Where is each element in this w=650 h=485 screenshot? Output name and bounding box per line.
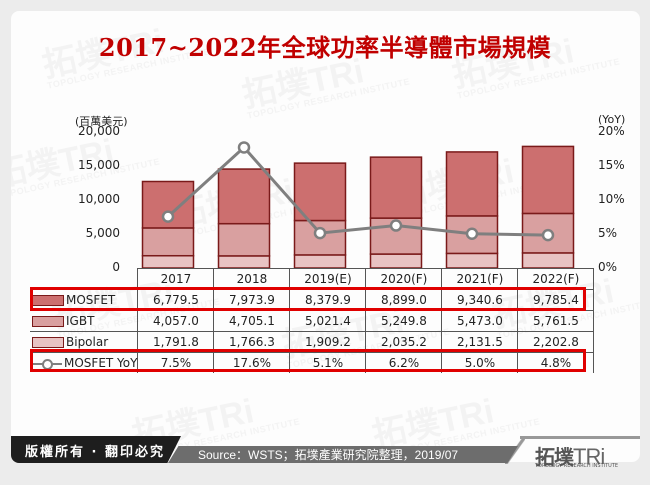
year-header: 2021(F) <box>441 268 519 290</box>
right-axis-tick: 5% <box>598 226 618 240</box>
table-cell: 5.0% <box>441 352 519 373</box>
footer-line <box>520 436 640 439</box>
yoy-line <box>166 145 549 237</box>
right-axis-unit: (YoY) <box>598 113 626 126</box>
yoy-marker <box>389 219 403 232</box>
igbt-swatch-icon <box>32 316 64 327</box>
bar-segment-mosfet <box>369 156 423 219</box>
table-cell: 2,131.5 <box>441 331 519 353</box>
bar-segment-bipolar <box>217 255 271 269</box>
table-cell: 1,766.3 <box>213 331 291 353</box>
table-cell: 6.2% <box>365 352 443 373</box>
logo-tri: TRi <box>573 444 605 469</box>
table-cell: 5,761.5 <box>517 310 595 332</box>
data-table: 2017 2018 2019(E) 2020(F) 2021(F) 2022(F… <box>30 268 595 373</box>
bar-segment-bipolar <box>141 254 195 269</box>
left-axis-tick: 0 <box>112 260 120 274</box>
left-axis-tick: 20,000 <box>78 124 120 138</box>
table-corner <box>30 269 138 290</box>
yoy-marker <box>161 210 175 223</box>
table-row-yoy: MOSFET YoY 7.5% 17.6% 5.1% 6.2% 5.0% 4.8… <box>30 352 595 373</box>
legend-igbt: IGBT <box>30 310 139 332</box>
table-cell: 4,057.0 <box>137 310 215 332</box>
yoy-marker <box>313 226 327 240</box>
yoy-marker <box>541 228 555 242</box>
table-cell: 6,779.5 <box>137 289 215 311</box>
line-marker-icon <box>32 358 62 370</box>
table-cell: 8,899.0 <box>365 289 443 311</box>
left-axis-unit: (百萬美元) <box>75 115 128 128</box>
row-label: MOSFET <box>66 293 116 307</box>
year-header: 2019(E) <box>289 268 367 290</box>
table-cell: 1,791.8 <box>137 331 215 353</box>
table-row-bipolar: Bipolar 1,791.8 1,766.3 1,909.2 2,035.2 … <box>30 331 595 353</box>
table-cell: 4.8% <box>517 352 595 373</box>
table-cell: 5,249.8 <box>365 310 443 332</box>
bar-segment-mosfet <box>521 145 575 215</box>
table-cell: 5.1% <box>289 352 367 373</box>
legend-yoy: MOSFET YoY <box>30 352 139 373</box>
source-text: Source：WSTS；拓墣產業研究院整理，2019/07 <box>198 448 459 462</box>
chart-title: 2017~2022年全球功率半導體市場規模 <box>98 33 552 62</box>
bar-segment-mosfet <box>293 162 347 222</box>
year-header: 2017 <box>137 268 215 290</box>
yoy-marker <box>237 141 251 154</box>
right-axis-tick: 15% <box>598 158 625 172</box>
table-cell: 4,705.1 <box>213 310 291 332</box>
stacked-bars <box>141 145 575 269</box>
bar-segment-igbt <box>217 222 271 257</box>
bar-segment-bipolar <box>445 252 499 269</box>
bar-segment-bipolar <box>293 254 347 269</box>
table-cell: 2,202.8 <box>517 331 595 353</box>
row-label: MOSFET YoY <box>64 356 138 370</box>
bar-segment-mosfet <box>445 151 499 217</box>
year-header: 2020(F) <box>365 268 443 290</box>
year-header: 2018 <box>213 268 291 290</box>
legend-bipolar: Bipolar <box>30 331 139 353</box>
logo-subtitle: TOPOLOGY RESEARCH INSTITUTE <box>535 463 619 469</box>
table-cell: 7,973.9 <box>213 289 291 311</box>
row-label: Bipolar <box>66 335 109 349</box>
mosfet-swatch-icon <box>32 295 64 306</box>
table-cell: 2,035.2 <box>365 331 443 353</box>
logo-cn: 拓墣 <box>535 447 574 469</box>
copyright-text: 版權所有 · 翻印必究 <box>25 445 165 460</box>
yoy-markers <box>161 141 555 242</box>
table-header-row: 2017 2018 2019(E) 2020(F) 2021(F) 2022(F… <box>30 268 595 290</box>
table-cell: 9,785.4 <box>517 289 595 311</box>
bipolar-swatch-icon <box>32 337 64 348</box>
table-cell: 8,379.9 <box>289 289 367 311</box>
table-cell: 7.5% <box>137 352 215 373</box>
table-row-mosfet: MOSFET 6,779.5 7,973.9 8,379.9 8,899.0 9… <box>30 289 595 311</box>
row-label: IGBT <box>66 314 95 328</box>
table-cell: 9,340.6 <box>441 289 519 311</box>
left-axis-tick: 10,000 <box>78 192 120 206</box>
table-cell: 17.6% <box>213 352 291 373</box>
logo-mark: 拓墣TRi <box>535 441 605 470</box>
table-row-igbt: IGBT 4,057.0 4,705.1 5,021.4 5,249.8 5,4… <box>30 310 595 332</box>
source-bar: Source：WSTS；拓墣產業研究院整理，2019/07 <box>168 446 518 463</box>
bar-segment-mosfet <box>217 168 271 225</box>
copyright-bar: 版權所有 · 翻印必究 <box>11 436 181 463</box>
right-axis-tick: 20% <box>598 124 625 138</box>
legend-mosfet: MOSFET <box>30 289 139 311</box>
right-axis-tick: 10% <box>598 192 625 206</box>
right-axis-tick: 0% <box>598 260 618 274</box>
bar-segment-igbt <box>141 227 195 257</box>
bar-segment-bipolar <box>521 252 575 269</box>
table-cell: 1,909.2 <box>289 331 367 353</box>
yoy-marker <box>465 227 479 240</box>
left-axis-tick: 5,000 <box>85 226 120 240</box>
left-axis-tick: 15,000 <box>78 158 120 172</box>
table-cell: 5,021.4 <box>289 310 367 332</box>
bar-segment-bipolar <box>369 253 423 269</box>
year-header: 2022(F) <box>517 268 595 290</box>
table-cell: 5,473.0 <box>441 310 519 332</box>
